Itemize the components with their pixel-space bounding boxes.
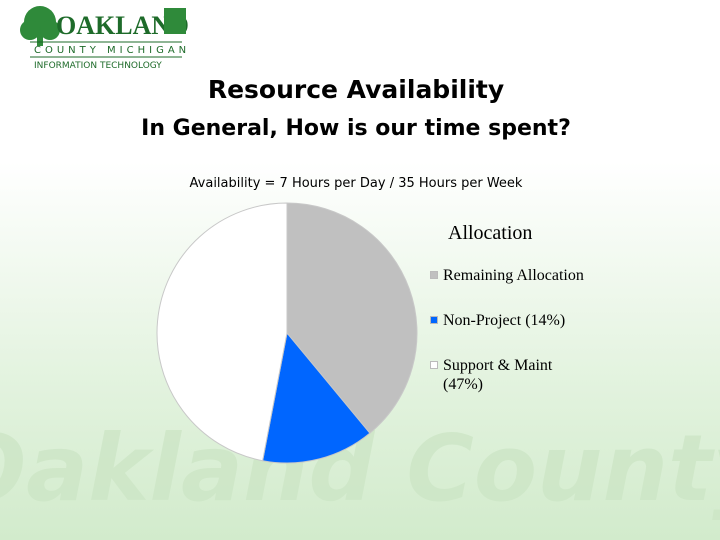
legend-label: Support & Maint (47%) — [443, 357, 553, 393]
legend-title: Allocation — [448, 222, 532, 244]
chart-title: Resource Availability — [208, 75, 504, 104]
legend-label: Remaining Allocation — [443, 267, 584, 284]
legend-swatch — [430, 316, 438, 324]
legend-label: Non-Project (14%) — [443, 312, 566, 329]
pie-slice — [286, 202, 418, 434]
pie — [156, 202, 418, 464]
chart-note: Availability = 7 Hours per Day / 35 Hour… — [190, 176, 523, 191]
logo-county: COUNTY MICHIGAN — [34, 45, 190, 56]
legend-entry: Non-Project (14%) — [430, 311, 615, 330]
logo-tree — [40, 20, 60, 40]
logo-trunk — [37, 34, 43, 46]
logo-flag — [164, 8, 186, 34]
pie-slice — [156, 202, 288, 462]
chart-subtitle: In General, How is our time spent? — [141, 116, 571, 141]
logo-tree — [20, 20, 40, 40]
legend-swatch — [430, 271, 438, 279]
legend: Remaining Allocation Non-Project (14%) Sup… — [430, 266, 615, 420]
logo-department: INFORMATION TECHNOLOGY — [34, 61, 162, 71]
legend-entry: Support & Maint (47%) — [430, 356, 615, 394]
logo: OAKLAND COUNTY MICHIGAN INFORMATION TECH… — [20, 6, 190, 71]
pie-slice — [262, 331, 371, 464]
legend-entry: Remaining Allocation — [430, 266, 615, 285]
legend-swatch — [430, 361, 438, 369]
